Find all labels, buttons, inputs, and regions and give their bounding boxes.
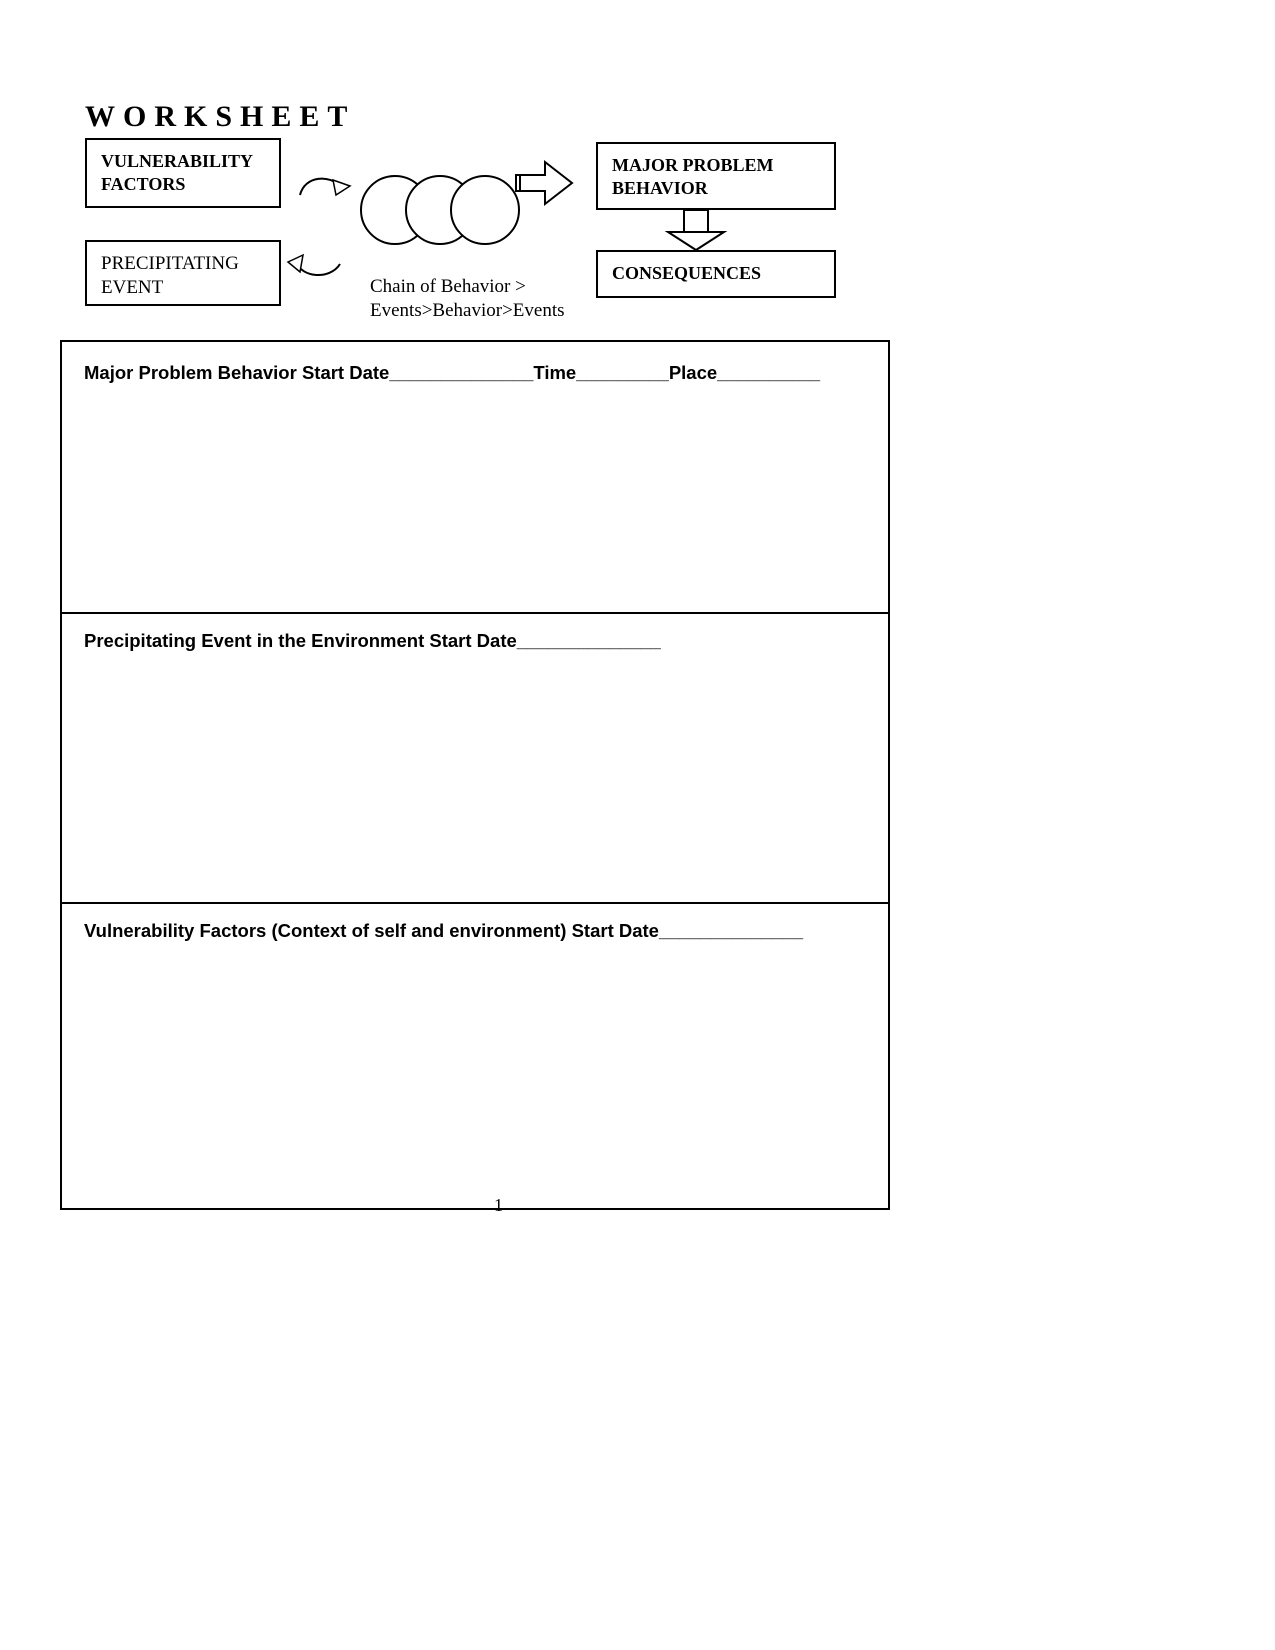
down-arrow-icon [668,210,724,250]
section-vulnerability-heading: Vulnerability Factors (Context of self a… [84,920,803,942]
curved-arrow-bottom-icon [288,255,340,275]
behavior-chain-circles-icon [361,176,519,244]
chain-of-behavior-caption: Chain of Behavior > Events>Behavior>Even… [370,275,565,323]
section-major-problem-heading: Major Problem Behavior Start Date_______… [84,362,820,384]
curved-arrow-top-icon [300,179,350,195]
chain-caption-line1: Chain of Behavior > [370,275,565,299]
block-arrow-right-icon [516,162,572,204]
chain-caption-line2: Events>Behavior>Events [370,299,565,323]
worksheet-page: WORKSHEET VULNERABILITY FACTORS PRECIPIT… [0,0,1275,1650]
section-divider-2 [62,902,888,904]
worksheet-main-container: Major Problem Behavior Start Date_______… [60,340,890,1210]
section-divider-1 [62,612,888,614]
section-precipitating-heading: Precipitating Event in the Environment S… [84,630,661,652]
page-number: 1 [494,1195,503,1216]
